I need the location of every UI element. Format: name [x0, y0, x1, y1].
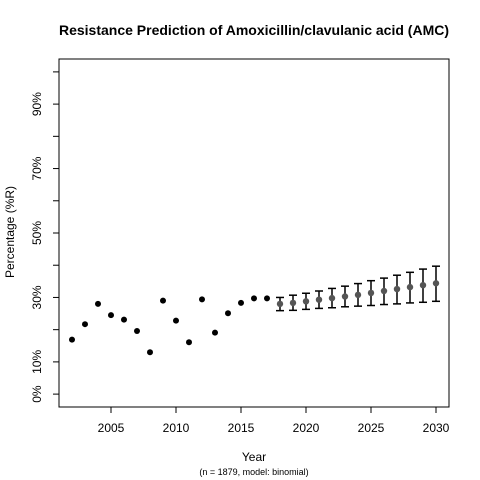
y-tick-label: 50%: [30, 221, 44, 245]
x-tick-label: 2020: [293, 421, 320, 435]
y-tick-label: 90%: [30, 92, 44, 116]
predicted-point: [328, 294, 336, 302]
observed-point: [121, 316, 127, 323]
predicted-point: [354, 291, 362, 299]
x-tick-label: 2010: [163, 421, 190, 435]
y-tick-label: 70%: [30, 156, 44, 180]
y-axis-label: Percentage (%R): [3, 186, 17, 278]
predicted-point: [367, 289, 375, 297]
observed-point: [238, 299, 244, 306]
predicted-point: [341, 293, 349, 300]
observed-point: [108, 312, 114, 319]
y-tick-label: 30%: [30, 285, 44, 309]
x-tick-label: 2005: [98, 421, 125, 435]
observed-point: [225, 310, 231, 317]
chart-title: Resistance Prediction of Amoxicillin/cla…: [59, 22, 449, 38]
x-tick-label: 2025: [358, 421, 385, 435]
observed-point: [212, 329, 218, 336]
predicted-point: [419, 282, 427, 289]
predicted-point: [302, 298, 310, 305]
predicted-point: [289, 299, 297, 307]
observed-point: [147, 349, 153, 356]
observed-point: [173, 317, 179, 324]
x-tick-label: 2015: [228, 421, 255, 435]
observed-point: [69, 336, 75, 343]
predicted-point: [393, 285, 401, 293]
x-axis-label: Year: [242, 450, 266, 464]
chart-subtitle: (n = 1879, model: binomial): [199, 467, 308, 477]
predicted-point: [380, 287, 388, 295]
y-tick-label: 10%: [30, 350, 44, 374]
observed-point: [251, 295, 257, 302]
predicted-point: [406, 283, 414, 291]
plot-frame: [58, 58, 450, 408]
plot-area: 2005 2010 2015 2020 2025 2030 0% 10% 30% 50% 70% 90…: [30, 58, 450, 435]
x-tick-label: 2030: [423, 421, 450, 435]
predicted-point: [315, 296, 323, 303]
observed-point: [199, 296, 205, 303]
observed-point: [264, 295, 270, 302]
predicted-point: [432, 280, 440, 287]
observed-point: [160, 297, 166, 304]
y-tick-label: 0%: [30, 385, 44, 403]
observed-point: [82, 321, 88, 328]
observed-point: [186, 339, 192, 346]
predicted-point: [276, 300, 284, 308]
observed-point: [134, 327, 140, 334]
observed-point: [95, 300, 101, 307]
